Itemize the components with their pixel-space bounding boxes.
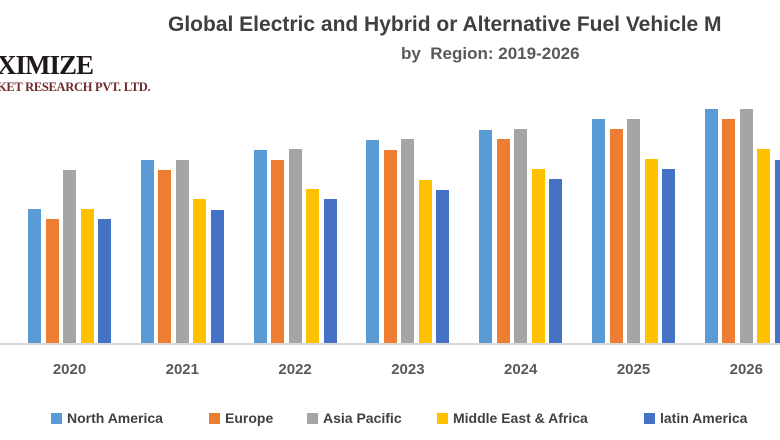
bar-middle-east-africa-2020 [80, 209, 94, 343]
bar-latin-america-2024 [549, 179, 563, 343]
legend-label: Middle East & Africa [453, 410, 588, 426]
bar-europe-2023 [383, 150, 397, 343]
bar-asia-pacific-2026 [739, 109, 753, 343]
bar-latin-america-2020 [98, 219, 111, 343]
bar-latin-america-2025 [662, 169, 675, 343]
bar-latin-america-2021 [210, 210, 224, 343]
bar-asia-pacific-2024 [514, 129, 528, 343]
bar-middle-east-africa-2025 [644, 159, 658, 343]
bar-asia-pacific-2025 [627, 119, 640, 343]
legend-marker-icon [209, 412, 220, 424]
bar-north-america-2020 [28, 209, 41, 343]
x-axis-label-2025: 2025 [616, 361, 651, 378]
x-axis-line [0, 343, 780, 345]
logo-line1: XIMIZE [0, 50, 94, 80]
legend-marker-icon [307, 412, 318, 424]
legend-item-latin-america: latin America [644, 410, 747, 426]
legend-marker-icon [644, 412, 655, 424]
bar-middle-east-africa-2022 [306, 189, 320, 343]
legend-item-north-america: North America [51, 410, 163, 426]
bar-asia-pacific-2023 [401, 139, 415, 343]
x-axis-label-2023: 2023 [391, 361, 425, 378]
bar-middle-east-africa-2026 [757, 149, 771, 343]
bar-europe-2024 [496, 139, 510, 343]
logo-line2: KET RESEARCH PVT. LTD. [0, 80, 151, 94]
legend-marker-icon [437, 412, 448, 424]
legend-label: Europe [225, 410, 274, 426]
legend-item-middle-east-africa: Middle East & Africa [437, 410, 588, 426]
x-axis-label-2021: 2021 [165, 361, 199, 378]
bar-latin-america-2023 [436, 190, 450, 343]
legend-label: North America [67, 410, 163, 426]
legend-label: Asia Pacific [323, 410, 402, 426]
x-axis-label-2022: 2022 [278, 361, 312, 378]
legend-label: latin America [660, 410, 748, 426]
bar-europe-2022 [271, 160, 285, 343]
maximize-market-research-logo: XIMIZE KET RESEARCH PVT. LTD. [0, 50, 151, 94]
bar-europe-2020 [45, 219, 59, 343]
bar-north-america-2024 [479, 130, 493, 343]
x-axis-label-2024: 2024 [504, 361, 538, 378]
x-axis-label-2020: 2020 [52, 361, 87, 378]
bar-asia-pacific-2021 [175, 160, 189, 343]
bar-middle-east-africa-2021 [193, 199, 207, 343]
legend-item-asia-pacific: Asia Pacific [307, 410, 402, 426]
bar-latin-america-2026 [774, 160, 780, 343]
bar-north-america-2023 [366, 140, 380, 343]
bar-europe-2025 [609, 129, 623, 343]
bar-middle-east-africa-2024 [531, 169, 545, 343]
bar-europe-2021 [158, 170, 172, 343]
bar-north-america-2025 [592, 119, 605, 343]
bar-north-america-2021 [140, 160, 154, 343]
chart-subtitle: by Region: 2019-2026 [401, 44, 580, 63]
x-axis-label-2026: 2026 [729, 361, 763, 378]
bar-asia-pacific-2022 [288, 149, 302, 343]
bar-latin-america-2022 [323, 199, 337, 343]
bar-europe-2026 [722, 119, 736, 343]
bar-north-america-2022 [253, 150, 267, 343]
bar-asia-pacific-2020 [63, 170, 76, 343]
bar-middle-east-africa-2023 [418, 180, 432, 343]
bar-north-america-2026 [704, 109, 718, 343]
legend-item-europe: Europe [209, 410, 273, 426]
chart-title: Global Electric and Hybrid or Alternativ… [168, 13, 722, 36]
legend-marker-icon [51, 412, 62, 424]
